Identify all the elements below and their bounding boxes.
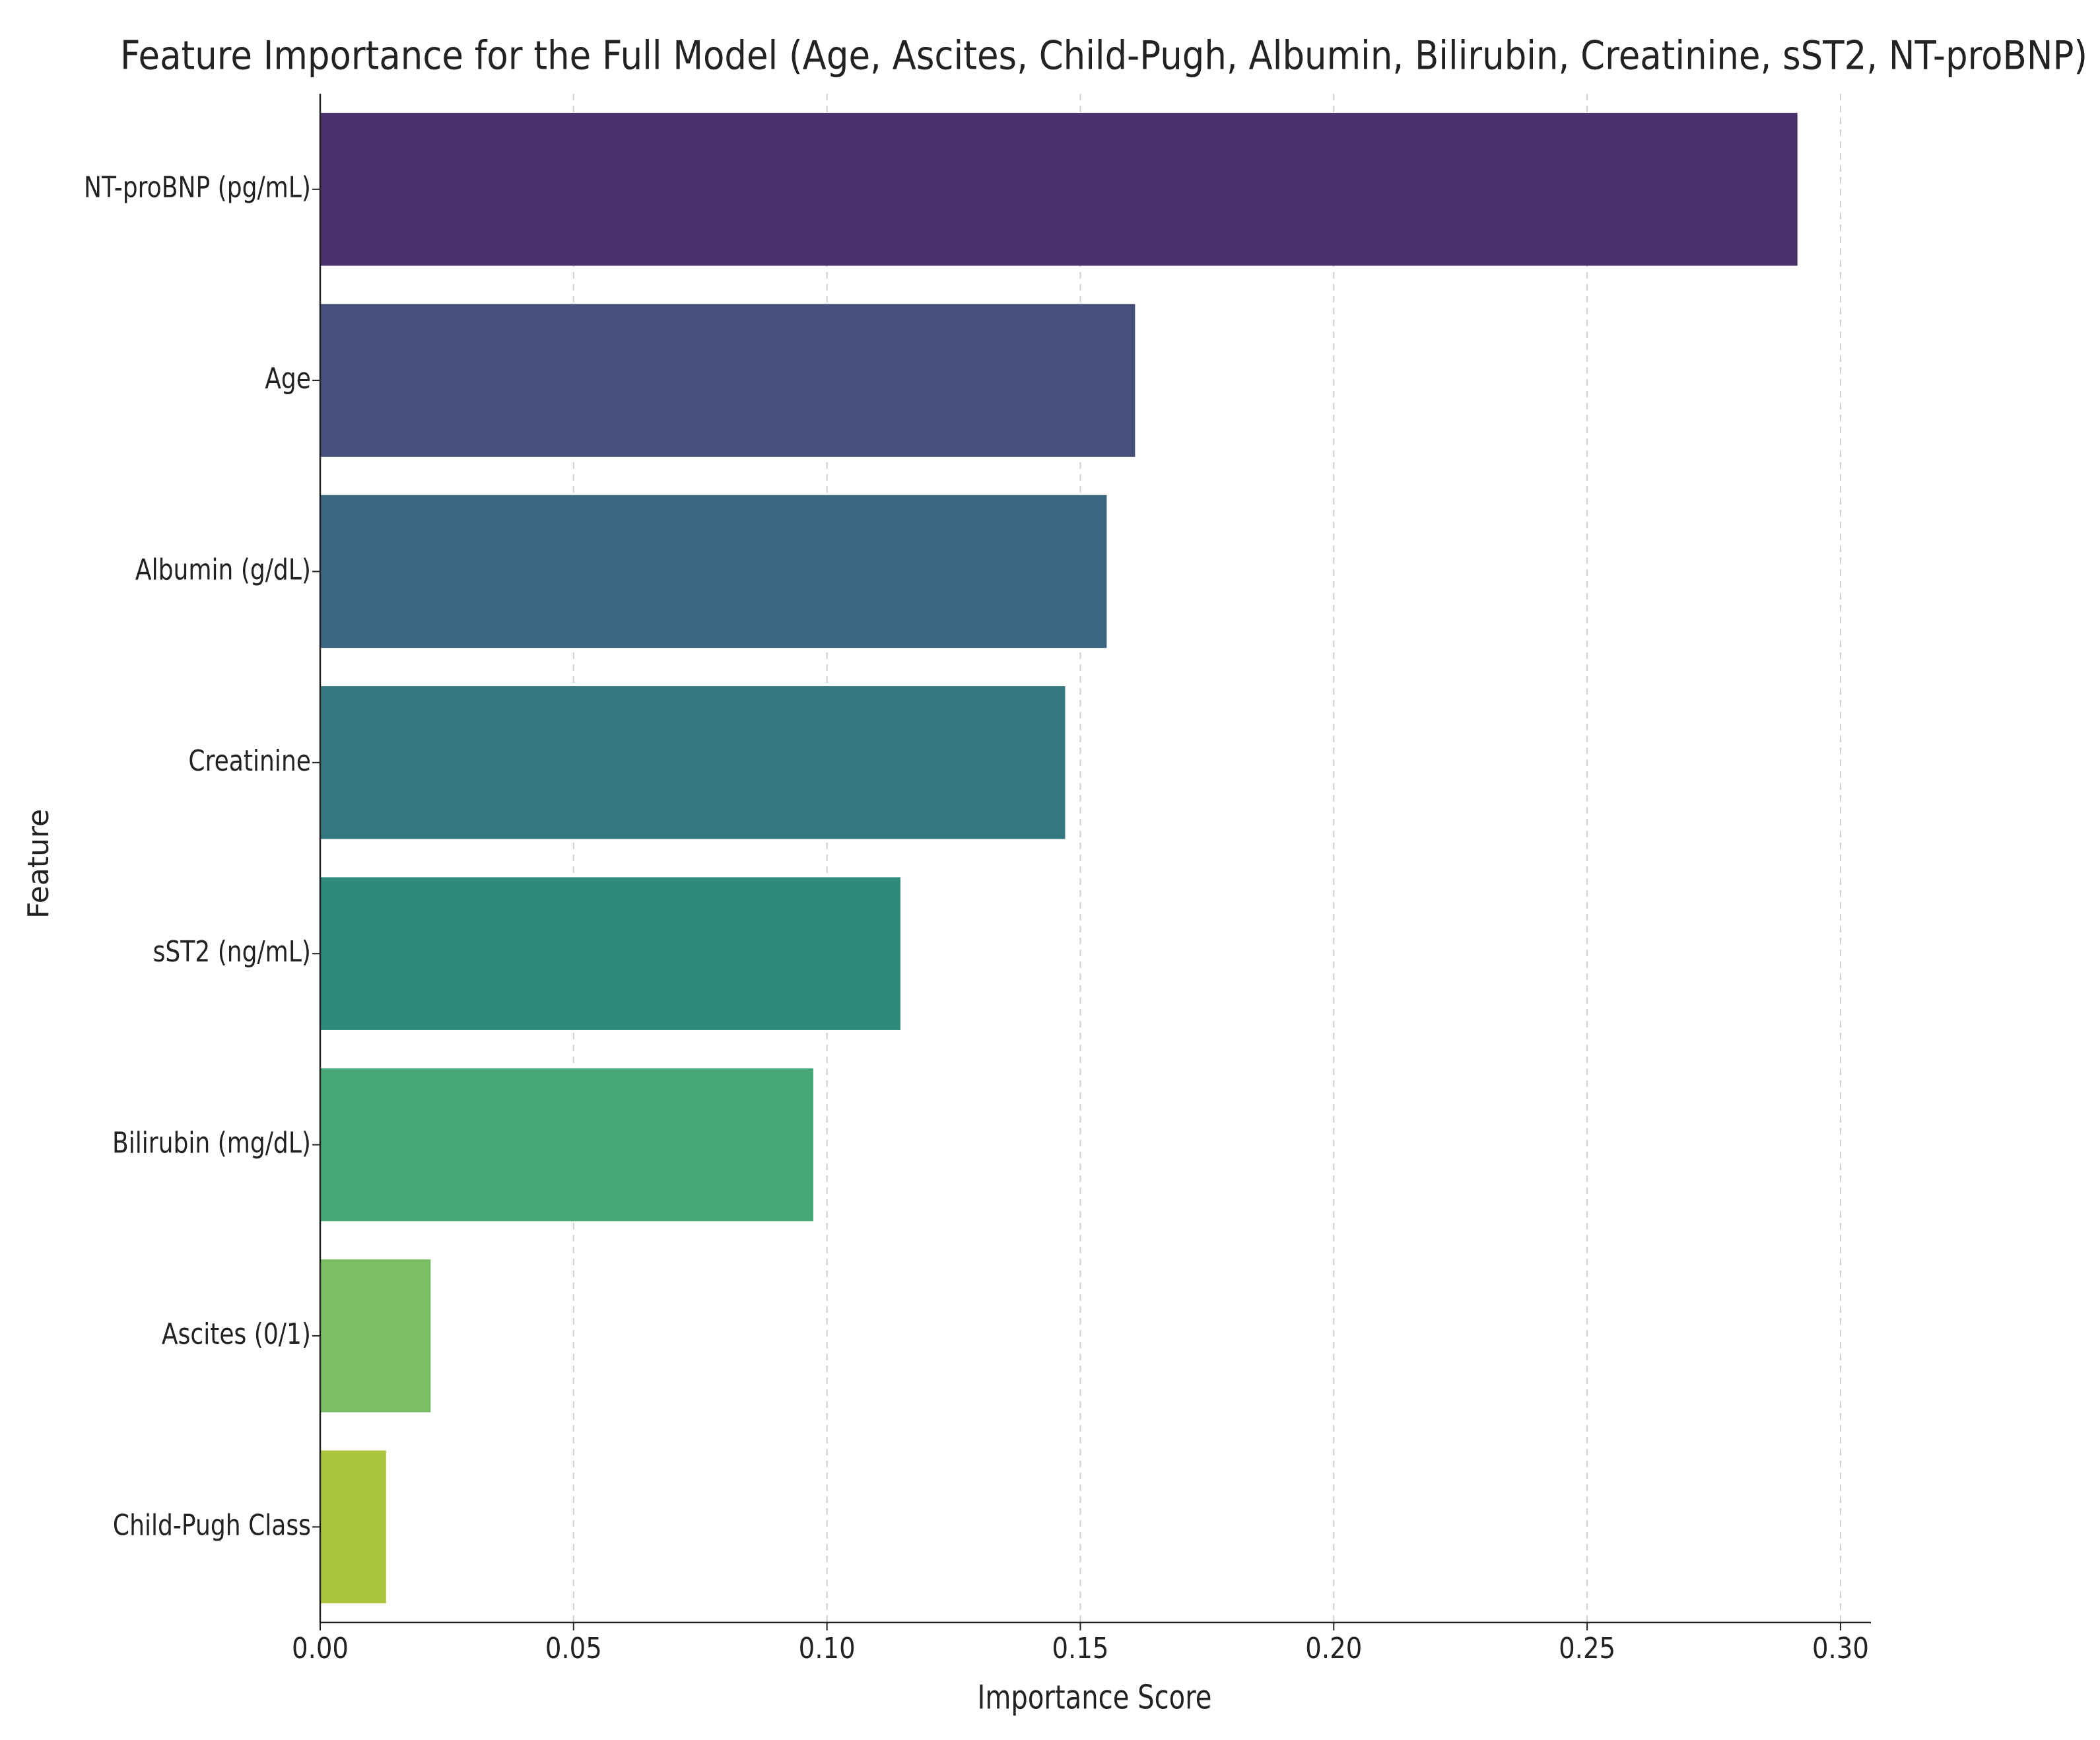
y-tick-label: sST2 (ng/mL) bbox=[153, 936, 311, 969]
x-tick-label: 0.15 bbox=[1052, 1632, 1108, 1665]
y-tick-label: Child-Pugh Class bbox=[113, 1509, 311, 1542]
bar bbox=[320, 112, 1798, 266]
bar bbox=[320, 686, 1066, 839]
x-tick-label: 0.10 bbox=[799, 1632, 856, 1665]
bar bbox=[320, 1259, 431, 1412]
x-tick-label: 0.30 bbox=[1812, 1632, 1869, 1665]
x-tick-label: 0.05 bbox=[545, 1632, 602, 1665]
y-tick-label: Creatinine bbox=[188, 744, 311, 777]
y-tick-label: Age bbox=[265, 363, 311, 396]
chart-title: Feature Importance for the Full Model (A… bbox=[120, 33, 2087, 79]
bar bbox=[320, 877, 900, 1030]
x-tick-label: 0.20 bbox=[1305, 1632, 1362, 1665]
x-tick-label: 0.00 bbox=[292, 1632, 349, 1665]
bar bbox=[320, 1068, 813, 1222]
bar bbox=[320, 495, 1107, 648]
y-axis-label: Feature bbox=[22, 809, 55, 919]
y-tick-label: Albumin (g/dL) bbox=[135, 553, 311, 586]
bar bbox=[320, 304, 1135, 457]
x-tick-label: 0.25 bbox=[1559, 1632, 1615, 1665]
y-tick-label: Ascites (0/1) bbox=[162, 1318, 311, 1351]
y-tick-label: NT-proBNP (pg/mL) bbox=[84, 171, 311, 204]
x-axis-label: Importance Score bbox=[978, 1679, 1212, 1717]
y-tick-label: Bilirubin (mg/dL) bbox=[112, 1127, 311, 1160]
bar bbox=[320, 1450, 386, 1604]
